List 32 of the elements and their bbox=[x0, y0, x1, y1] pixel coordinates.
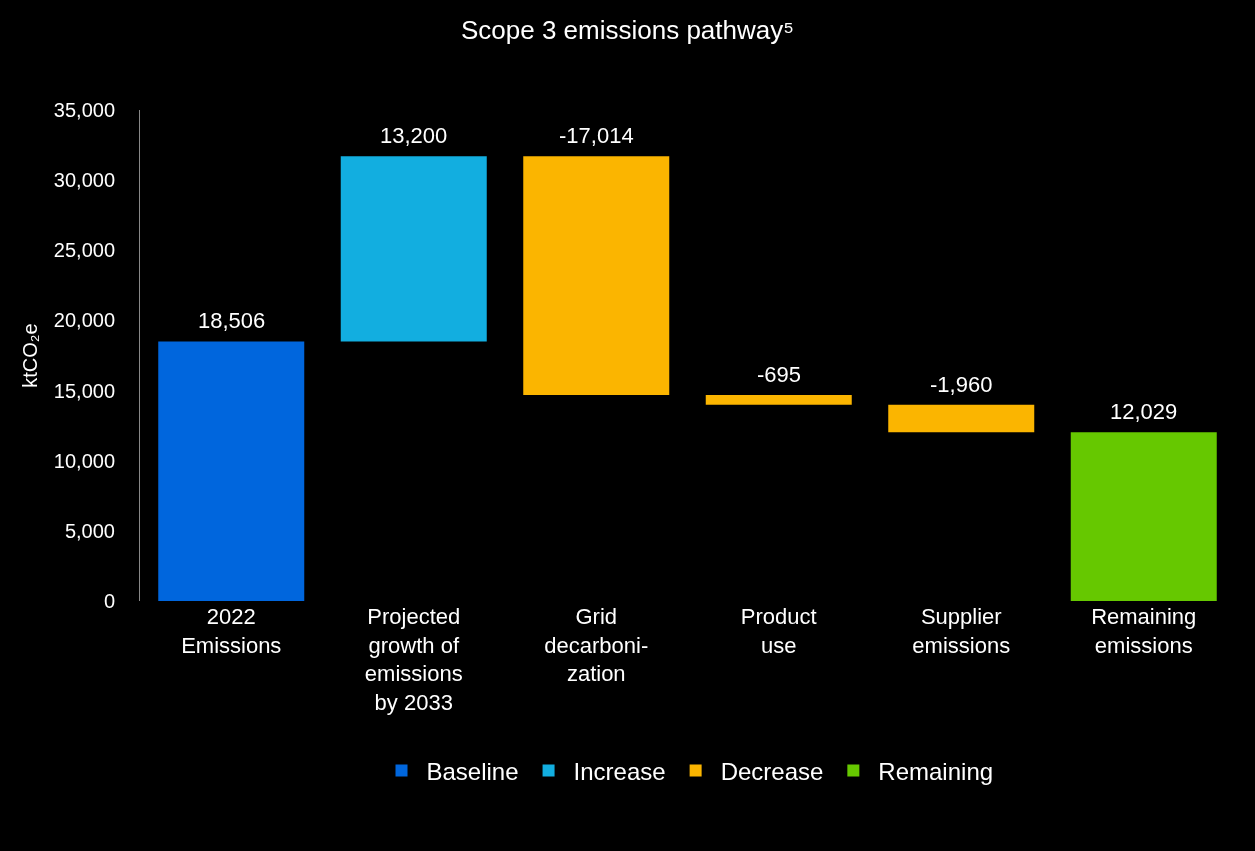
y-tick-label: 30,000 bbox=[53, 169, 115, 192]
x-tick-label: Product use bbox=[740, 604, 817, 658]
data-label: -17,014 bbox=[559, 123, 634, 148]
x-tick-label: Supplier emissions bbox=[912, 604, 1011, 658]
data-label: -1,960 bbox=[930, 372, 993, 397]
bar bbox=[1070, 432, 1217, 601]
y-tick-label: 0 bbox=[103, 590, 115, 612]
x-tick-label: Grid decarboni-zation bbox=[544, 604, 649, 687]
legend-label: Baseline bbox=[426, 757, 519, 785]
data-label: 18,506 bbox=[198, 308, 266, 333]
y-tick-label: 10,000 bbox=[53, 449, 115, 472]
bar bbox=[340, 156, 487, 342]
y-tick-label: 5,000 bbox=[64, 519, 115, 542]
bar bbox=[705, 394, 852, 405]
bar bbox=[158, 341, 305, 601]
x-tick-label: Remaining emissions bbox=[1091, 604, 1197, 658]
y-axis-title: ktCO₂e bbox=[19, 323, 42, 388]
y-tick-label: 20,000 bbox=[53, 309, 115, 332]
data-label: 13,200 bbox=[380, 123, 448, 148]
data-label: 12,029 bbox=[1110, 399, 1178, 424]
bar bbox=[523, 156, 670, 395]
bar bbox=[888, 404, 1035, 433]
legend-label: Decrease bbox=[720, 757, 824, 785]
legend-label: Increase bbox=[573, 757, 666, 785]
y-tick-label: 35,000 bbox=[53, 99, 115, 121]
data-label: -695 bbox=[757, 362, 802, 387]
chart-title: Scope 3 emissions pathway⁵ bbox=[460, 15, 795, 46]
x-tick-label: Projected growth of emissions by 2033 bbox=[364, 604, 463, 715]
y-tick-label: 25,000 bbox=[53, 239, 115, 262]
legend-label: Remaining bbox=[878, 757, 994, 785]
x-tick-label: 2022 Emissions bbox=[181, 604, 282, 658]
y-tick-label: 15,000 bbox=[53, 379, 115, 402]
